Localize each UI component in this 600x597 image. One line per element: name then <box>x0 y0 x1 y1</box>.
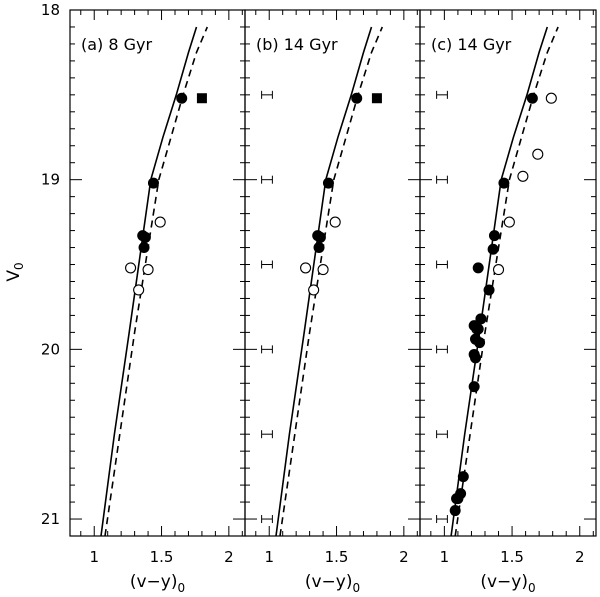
filled-point <box>457 471 469 483</box>
x-tick-label: 1 <box>89 548 99 566</box>
filled-square-point <box>196 93 207 104</box>
x-axis-label-main: (v−y) <box>130 572 178 592</box>
x-axis-label-main: (v−y) <box>480 572 528 592</box>
x-tick-label: 1.5 <box>500 548 524 566</box>
filled-point <box>139 231 151 243</box>
open-point <box>503 216 515 228</box>
filled-point <box>475 313 487 325</box>
filled-point <box>449 505 461 517</box>
x-tick-label: 1 <box>440 548 450 566</box>
x-axis-label: (v−y)0 <box>305 572 360 595</box>
panel-frame <box>69 9 246 537</box>
panel-1: 1 1.5 2 (b) 14 Gyr (v−y)0 <box>244 9 448 595</box>
filled-point <box>472 262 484 274</box>
error-bar <box>261 175 273 184</box>
isochrone-dashed-line <box>104 26 209 536</box>
error-bar <box>436 260 448 269</box>
y-tick-label: 20 <box>41 340 60 358</box>
error-bar <box>436 515 448 524</box>
error-bar <box>436 430 448 439</box>
filled-point <box>313 242 325 254</box>
open-point <box>308 284 320 296</box>
filled-point <box>526 92 538 104</box>
open-point <box>142 264 154 276</box>
open-point <box>317 264 329 276</box>
open-point <box>300 262 312 274</box>
open-point <box>517 170 529 182</box>
filled-point <box>147 177 159 189</box>
filled-point <box>176 92 188 104</box>
panel-frame <box>419 9 597 537</box>
error-bar <box>261 430 273 439</box>
x-axis-label: (v−y)0 <box>480 572 535 595</box>
open-point <box>154 216 166 228</box>
x-tick-label: 1.5 <box>150 548 174 566</box>
x-tick-label: 2 <box>575 548 585 566</box>
x-axis-label-subscript: 0 <box>528 581 536 595</box>
y-axis-label: V0 <box>4 262 26 281</box>
filled-point <box>498 177 510 189</box>
filled-point <box>452 493 464 505</box>
panel-label: (b) 14 Gyr <box>256 35 338 54</box>
x-tick-label: 2 <box>399 548 409 566</box>
open-point <box>492 264 505 276</box>
filled-point <box>314 231 326 243</box>
x-axis-label: (v−y)0 <box>130 572 185 595</box>
filled-point <box>138 242 150 254</box>
error-bar <box>436 175 448 184</box>
filled-square-point <box>371 93 382 104</box>
y-tick-label: 19 <box>41 171 60 189</box>
panel-0: 1 1.5 2 18 19 20 21 (a) 8 Gyr (v−y)0 <box>41 1 273 595</box>
filled-point <box>472 323 484 335</box>
filled-point <box>468 381 480 393</box>
open-point <box>329 216 341 228</box>
y-axis-label-main: V <box>4 270 24 282</box>
filled-point <box>487 243 499 255</box>
x-axis-label-main: (v−y) <box>305 572 353 592</box>
open-point <box>532 148 544 160</box>
open-point <box>133 284 145 296</box>
error-bar <box>436 345 448 354</box>
open-point <box>545 92 557 104</box>
filled-point <box>322 177 334 189</box>
y-axis-label-subscript: 0 <box>12 262 26 270</box>
isochrone-dashed-line <box>454 26 559 536</box>
panel-label: (a) 8 Gyr <box>81 35 153 54</box>
x-tick-label: 1 <box>264 548 274 566</box>
x-axis-label-subscript: 0 <box>353 581 361 595</box>
error-bar <box>261 90 273 99</box>
error-bar <box>261 345 273 354</box>
y-tick-label: 21 <box>41 510 60 528</box>
isochrone-dashed-line <box>279 26 384 536</box>
error-bar <box>261 260 273 269</box>
filled-point <box>470 352 482 364</box>
error-bar <box>261 515 273 524</box>
x-tick-label: 2 <box>224 548 234 566</box>
filled-point <box>483 284 495 296</box>
y-tick-label: 18 <box>41 1 60 19</box>
panel-label: (c) 14 Gyr <box>431 35 512 54</box>
panel-2: 1 1.5 2 (c) 14 Gyr (v−y)0 <box>419 9 597 595</box>
x-tick-label: 1.5 <box>325 548 349 566</box>
filled-point <box>474 337 486 349</box>
x-axis-label-subscript: 0 <box>178 581 186 595</box>
filled-point <box>488 230 500 242</box>
panel-frame <box>244 9 421 537</box>
filled-point <box>351 92 363 104</box>
open-point <box>125 262 137 274</box>
error-bar <box>436 90 448 99</box>
